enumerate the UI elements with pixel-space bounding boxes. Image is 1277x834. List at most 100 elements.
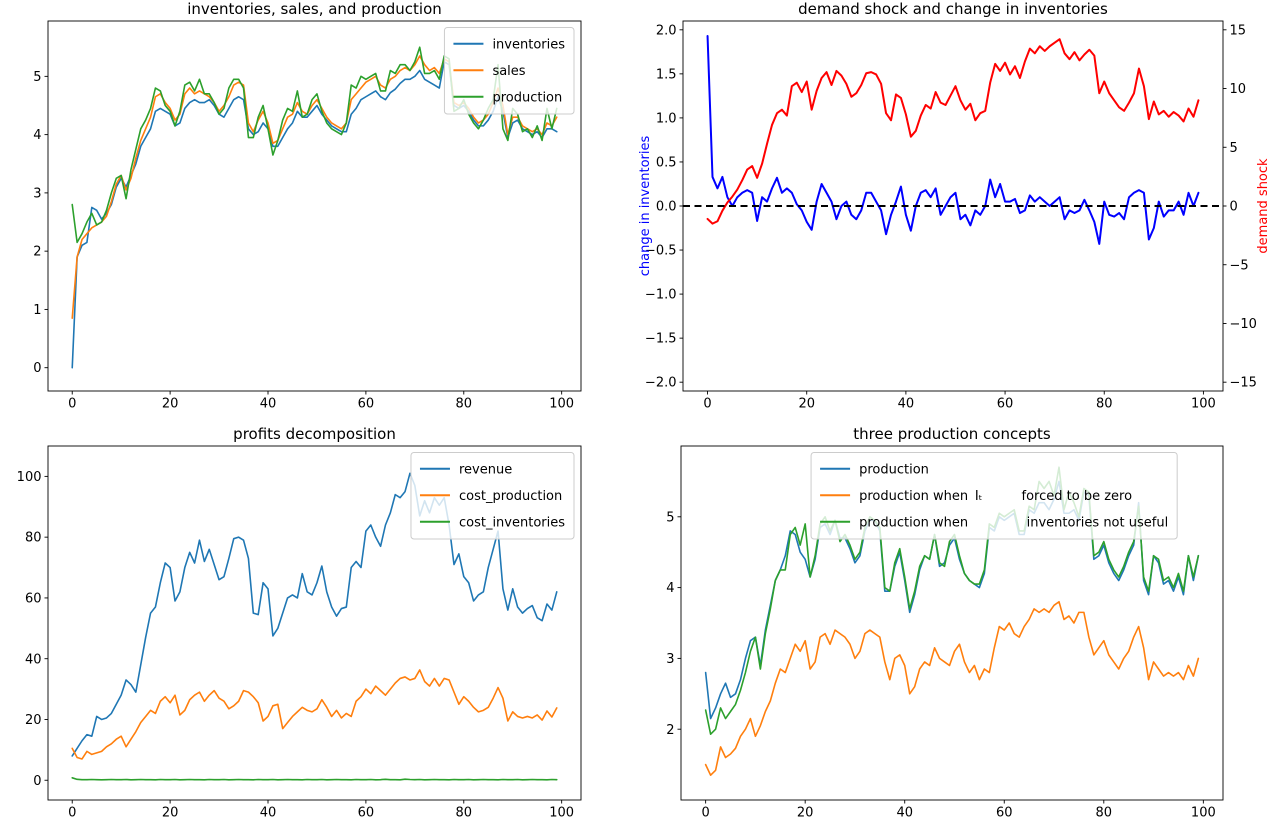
series-demand-shock	[706, 38, 1200, 225]
legend: production production when Iₜ forced to b…	[810, 452, 1178, 540]
x-tick-label: 80	[456, 806, 473, 821]
y-tick-label: −2.0	[645, 376, 677, 391]
x-tick-label: 40	[260, 397, 277, 412]
x-tick-label: 40	[260, 806, 277, 821]
subplot-profits-decomposition: 0 20 40 60 80 100 0 20 40 60 80 100 profits decompos…	[0, 417, 638, 834]
y-tick-label: 5	[33, 70, 41, 85]
y-tick-label: −1.0	[645, 288, 677, 303]
x-tick-label: 40	[896, 806, 913, 821]
subplot-demand-shock-change-inventories: 0 20 40 60 80 100 −2.0 −1.5 −1.0 −0.5 0.0 0.5 1.0 1.5…	[638, 0, 1277, 417]
plot-area	[71, 472, 558, 781]
y-tick-label: 80	[25, 531, 42, 546]
legend-label-revenue: revenue	[459, 462, 512, 477]
legend-label-production-forced-zero: production when Iₜ forced to be zero	[859, 489, 1132, 504]
y-tick-label: 20	[25, 713, 42, 728]
x-tick-label: 60	[358, 806, 375, 821]
legend-box	[410, 452, 575, 540]
series-cost-inventories	[71, 777, 558, 781]
axes-frame	[47, 445, 582, 801]
y-tick-label: −0.5	[645, 244, 677, 259]
x-tick-label: 100	[1191, 806, 1216, 821]
y-tick-label: 2.0	[656, 23, 677, 38]
y-tick-right-label: −15	[1230, 376, 1257, 391]
y-tick-label: 100	[17, 470, 42, 485]
y-tick-right-label: 0	[1230, 200, 1238, 215]
subplot-inventories-sales-production: 0 20 40 60 80 100 0 1 2 3 4 5 inventories, sales, an…	[0, 0, 638, 417]
series-inventories	[71, 60, 558, 369]
chart-profits-decomposition: 0 20 40 60 80 100 0 20 40 60 80 100 profits decompos…	[17, 425, 582, 821]
x-tick-label: 0	[68, 806, 76, 821]
legend-label-inventories: inventories	[492, 37, 565, 52]
y-tick-label: 3	[33, 186, 41, 201]
y-tick-label: 0	[33, 774, 41, 789]
y-tick-label: 60	[25, 591, 42, 606]
series-revenue	[71, 472, 558, 757]
chart-three-production-concepts: 0 20 40 60 80 100 2 3 4 5 three production concept…	[666, 425, 1224, 821]
y-tick-label: 0.5	[656, 156, 677, 171]
x-tick-label: 0	[701, 806, 709, 821]
y-tick-right-label: 10	[1230, 82, 1247, 97]
y-tick-label: 1.5	[656, 67, 677, 82]
y-tick-label: 1	[33, 303, 41, 318]
series-production	[704, 480, 1200, 720]
x-tick-label: 0	[703, 397, 711, 412]
x-tick-label: 80	[456, 397, 473, 412]
legend-label-production-inv-not-useful: production when inventories not useful	[859, 515, 1168, 530]
y-tick-right-label: 15	[1230, 23, 1247, 38]
plot-area	[71, 46, 558, 369]
y-tick-label: 0	[33, 361, 41, 376]
series-cost-production	[71, 669, 558, 760]
legend: inventories sales production	[443, 27, 575, 115]
y-tick-label: 2	[33, 245, 41, 260]
axes-frame	[680, 445, 1224, 801]
y-tick-label: 1.0	[656, 111, 677, 126]
y-tick-label: −1.5	[645, 332, 677, 347]
y-tick-label: 2	[666, 723, 674, 738]
x-tick-label: 20	[162, 397, 179, 412]
series-production	[71, 46, 558, 244]
legend-label-production: production	[859, 462, 929, 477]
x-tick-label: 20	[797, 806, 814, 821]
x-tick-label: 20	[798, 397, 815, 412]
x-tick-label: 0	[68, 397, 76, 412]
series-production-forced-zero	[704, 600, 1200, 777]
chart-title: demand shock and change in inventories	[798, 0, 1108, 18]
x-tick-label: 80	[1096, 397, 1113, 412]
y-tick-label: 0.0	[656, 200, 677, 215]
x-tick-label: 60	[997, 397, 1014, 412]
x-tick-label: 100	[549, 806, 574, 821]
legend-label-sales: sales	[492, 64, 525, 79]
y-axis-label-right: demand shock	[1256, 158, 1271, 254]
plot-area	[683, 34, 1223, 245]
chart-title: profits decomposition	[233, 425, 396, 443]
x-tick-label: 100	[549, 397, 574, 412]
chart-inventories-sales-production: 0 20 40 60 80 100 0 1 2 3 4 5 inventories, sales, an…	[33, 0, 582, 412]
y-tick-right-label: 5	[1230, 141, 1238, 156]
legend-box	[443, 27, 575, 115]
legend-label-cost-production: cost_production	[459, 489, 562, 504]
chart-title: inventories, sales, and production	[187, 0, 442, 18]
series-change-in-inventories	[706, 34, 1200, 245]
y-tick-label: 4	[666, 581, 674, 596]
legend: revenue cost_production cost_inventories	[410, 452, 575, 540]
y-tick-right-label: −10	[1230, 317, 1257, 332]
axes-frame	[47, 20, 582, 392]
y-tick-label: 4	[33, 128, 41, 143]
y-tick-label: 5	[666, 510, 674, 525]
x-tick-label: 20	[162, 806, 179, 821]
x-tick-label: 80	[1096, 806, 1113, 821]
legend-label-production: production	[492, 90, 562, 105]
y-tick-label: 3	[666, 652, 674, 667]
x-tick-label: 40	[898, 397, 915, 412]
x-tick-label: 60	[996, 806, 1013, 821]
chart-title: three production concepts	[853, 425, 1051, 443]
chart-demand-shock-change-inventories: 0 20 40 60 80 100−2.0−1.5−1.0−0.50.00.51.01.5…	[638, 0, 1271, 412]
series-sales	[71, 55, 558, 319]
y-tick-right-label: −5	[1230, 258, 1249, 273]
legend-box	[810, 452, 1178, 540]
y-axis-label-left: change in inventories	[638, 136, 653, 277]
y-tick-label: 40	[25, 652, 42, 667]
legend-label-cost-inventories: cost_inventories	[459, 515, 565, 530]
x-tick-label: 100	[1191, 397, 1216, 412]
